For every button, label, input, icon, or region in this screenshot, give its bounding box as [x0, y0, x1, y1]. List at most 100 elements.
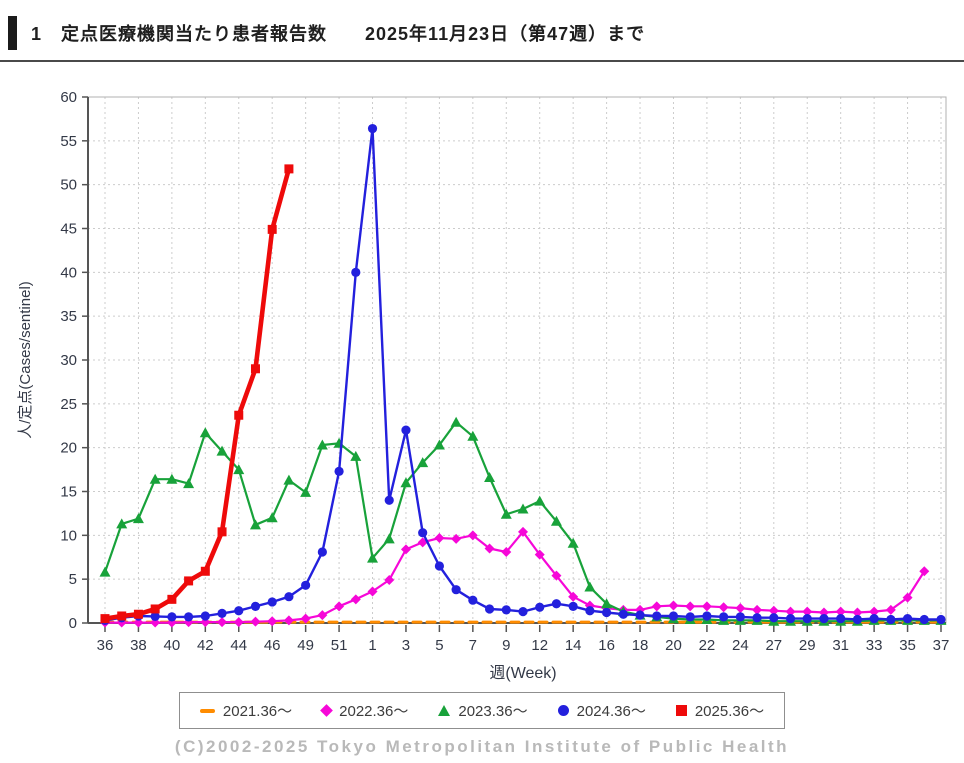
data-point [467, 430, 479, 441]
legend-label: 2024.36〜 [576, 703, 646, 720]
data-point [317, 547, 327, 557]
legend-item-2024.36〜: 2024.36〜 [557, 700, 646, 721]
data-point [200, 566, 210, 576]
data-point [234, 410, 244, 420]
data-point [451, 585, 461, 595]
x-tick-label: 22 [699, 637, 716, 654]
y-tick-label: 45 [60, 221, 77, 238]
legend-item-2022.36〜: 2022.36〜 [320, 700, 408, 721]
data-point [852, 614, 863, 625]
x-tick-label: 51 [331, 637, 348, 654]
x-tick-label: 1 [368, 637, 376, 654]
data-point [919, 614, 929, 625]
legend-triangle-icon [438, 705, 451, 716]
data-point [117, 611, 127, 621]
y-tick-label: 0 [69, 615, 77, 632]
data-point [200, 611, 210, 621]
data-point [418, 528, 428, 538]
data-point [685, 612, 695, 622]
data-point [267, 616, 278, 627]
data-point [350, 450, 362, 461]
data-point [283, 474, 295, 485]
data-point [601, 598, 613, 609]
data-point [652, 611, 662, 621]
data-point [149, 473, 161, 484]
x-tick-label: 16 [598, 637, 615, 654]
data-point [451, 533, 462, 544]
data-point [567, 537, 579, 548]
series-line-2022.36〜 [103, 530, 926, 624]
data-point [785, 606, 796, 617]
copyright-text: (C)2002-2025 Tokyo Metropolitan Institut… [174, 737, 790, 756]
data-point [199, 427, 211, 438]
x-tick-label: 5 [435, 637, 443, 654]
data-point [266, 512, 278, 523]
y-tick-label: 10 [60, 527, 77, 544]
legend-box: 2021.36〜 2022.36〜 2023.36〜 2024.36〜 2025.36〜 [178, 692, 786, 729]
data-point [301, 580, 311, 590]
data-point [367, 552, 379, 563]
data-point [936, 614, 946, 625]
x-axis-label: 週(Week) [489, 664, 556, 682]
y-tick-label: 25 [60, 396, 77, 413]
data-point [602, 607, 612, 618]
x-tick-label: 49 [297, 637, 314, 654]
data-point [434, 532, 445, 543]
data-point [534, 549, 545, 560]
data-point [550, 515, 562, 526]
data-point [501, 605, 511, 615]
legend-label: 2025.36〜 [694, 703, 765, 720]
data-point [719, 612, 729, 622]
data-point [752, 613, 762, 623]
x-tick-label: 38 [130, 637, 147, 654]
data-point [919, 566, 930, 577]
data-point [467, 530, 478, 541]
data-point [902, 592, 913, 603]
x-tick-label: 42 [197, 637, 214, 654]
data-point [802, 614, 812, 624]
data-point [150, 611, 160, 622]
data-point [384, 495, 394, 505]
data-point [384, 575, 395, 586]
data-point [819, 614, 829, 624]
x-tick-label: 31 [832, 637, 849, 654]
data-point [334, 601, 345, 612]
data-point [166, 473, 178, 484]
data-point [250, 364, 260, 374]
x-tick-label: 9 [502, 637, 510, 654]
data-point [635, 610, 645, 620]
data-point [902, 614, 913, 624]
data-point [133, 609, 143, 619]
legend-square-icon [675, 705, 687, 716]
chart-area: 0 5 10 15 20 25 30 35 40 45 50 55 60 36 38 40 42 44 46 49 51… [0, 76, 964, 688]
data-point [267, 597, 277, 607]
series-line-2024.36〜 [103, 127, 943, 622]
data-point [869, 614, 879, 624]
y-tick-label: 20 [60, 440, 77, 457]
data-point [535, 602, 545, 612]
data-point [116, 518, 128, 529]
data-point [250, 601, 261, 611]
data-point [886, 614, 896, 625]
data-point [100, 614, 110, 624]
x-tick-label: 37 [933, 637, 950, 654]
data-point [735, 612, 745, 622]
x-tick-label: 12 [531, 637, 548, 654]
legend-circle-icon [557, 705, 569, 716]
data-point [217, 617, 228, 628]
data-point [785, 614, 796, 624]
data-point [501, 546, 512, 557]
data-point [685, 601, 696, 612]
data-point [450, 416, 462, 427]
data-point [383, 533, 395, 544]
data-point [468, 595, 478, 605]
title-bar: 1 定点医療機関当たり患者報告数 2025年11月23日（第47週）まで [0, 0, 964, 62]
legend-dash-icon [199, 708, 215, 713]
data-point [484, 543, 495, 554]
data-point [249, 519, 261, 530]
data-point [216, 445, 228, 456]
data-point [518, 607, 528, 617]
y-tick-label: 40 [60, 264, 77, 281]
data-point [417, 457, 429, 468]
